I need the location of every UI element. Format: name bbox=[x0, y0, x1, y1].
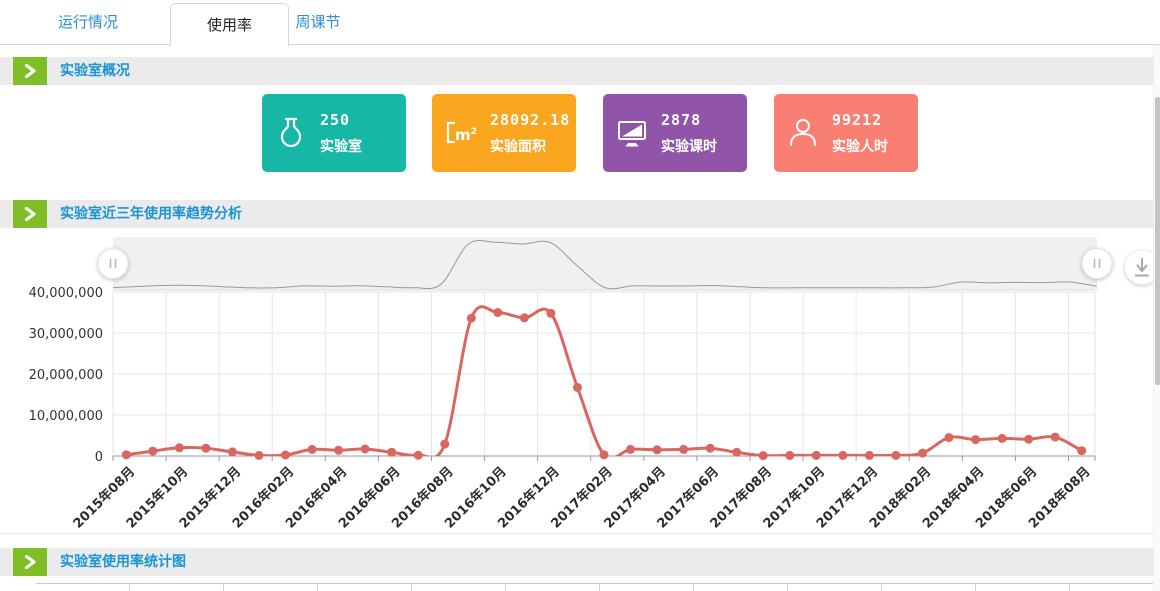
stat-value: 2878 bbox=[661, 110, 702, 129]
data-point-marker bbox=[413, 450, 423, 460]
monitor-icon bbox=[603, 113, 661, 153]
tab-week-periods[interactable]: 周课节 bbox=[295, 13, 341, 31]
data-point-marker bbox=[1050, 432, 1060, 442]
stat-value: 28092.18 bbox=[490, 110, 571, 129]
chart-divider bbox=[0, 533, 1155, 534]
usage-table-top-edge bbox=[36, 583, 1156, 591]
chevron-right-icon[interactable] bbox=[13, 57, 47, 85]
y-axis-label: 0 bbox=[95, 450, 103, 465]
data-point-marker bbox=[732, 447, 742, 457]
stat-card-person-hours: 99212 实验人时 bbox=[774, 94, 918, 172]
flask-icon bbox=[262, 113, 320, 153]
data-point-marker bbox=[174, 443, 184, 453]
data-point-marker bbox=[121, 450, 131, 460]
stat-label: 实验室 bbox=[320, 138, 362, 155]
tab-bar: 运行情况 使用率 周课节 bbox=[0, 0, 1160, 46]
navigator-track bbox=[113, 237, 1097, 290]
chevron-right-icon[interactable] bbox=[13, 548, 47, 576]
data-point-marker bbox=[466, 313, 476, 323]
trend-chart: 0 10,000,000 20,000,000 30,000,000 40,000,00… bbox=[0, 228, 1160, 540]
data-point-marker bbox=[705, 443, 715, 453]
data-point-marker bbox=[281, 450, 290, 460]
data-point-marker bbox=[1024, 434, 1034, 444]
data-point-marker bbox=[918, 448, 927, 458]
trend-chart-svg: 0 10,000,000 20,000,000 30,000,000 40,000,00… bbox=[29, 237, 1159, 532]
data-point-marker bbox=[626, 444, 635, 454]
y-axis-label: 20,000,000 bbox=[29, 368, 103, 383]
data-point-marker bbox=[201, 443, 211, 453]
data-point-marker bbox=[864, 450, 874, 460]
data-point-marker bbox=[148, 446, 158, 456]
y-axis-label: 30,000,000 bbox=[29, 327, 103, 342]
tab-usage-rate[interactable]: 使用率 bbox=[170, 3, 289, 46]
data-point-marker bbox=[573, 383, 582, 392]
data-point-marker bbox=[971, 435, 981, 445]
data-point-marker bbox=[599, 450, 609, 460]
data-point-marker bbox=[519, 313, 529, 323]
svg-text:m2: m2 bbox=[455, 126, 477, 144]
download-icon bbox=[1135, 258, 1149, 277]
data-point-marker bbox=[679, 444, 689, 454]
data-point-marker bbox=[387, 447, 397, 457]
stat-card-area: m2 28092.18 实验面积 bbox=[432, 94, 576, 172]
stat-label: 实验面积 bbox=[490, 138, 546, 155]
tab-operation-status[interactable]: 运行情况 bbox=[57, 13, 118, 31]
data-point-marker bbox=[811, 450, 821, 460]
stat-card-course-hours: 2878 实验课时 bbox=[603, 94, 747, 172]
stat-card-labs: 250 实验室 bbox=[262, 94, 406, 172]
section-header-stats: 实验室使用率统计图 bbox=[0, 548, 1155, 576]
scrollbar-thumb[interactable] bbox=[1155, 97, 1160, 385]
chevron-right-icon[interactable] bbox=[13, 200, 47, 228]
data-point-marker bbox=[838, 450, 848, 460]
section-title-stats: 实验室使用率统计图 bbox=[60, 554, 186, 570]
data-point-marker bbox=[307, 444, 317, 454]
download-button[interactable] bbox=[1125, 250, 1159, 285]
data-point-marker bbox=[652, 445, 662, 455]
data-point-marker bbox=[1077, 446, 1087, 456]
data-point-marker bbox=[758, 451, 768, 461]
stat-value: 250 bbox=[320, 110, 351, 129]
data-point-marker bbox=[546, 308, 556, 318]
navigator-handle-left[interactable] bbox=[97, 248, 129, 279]
y-axis-label: 40,000,000 bbox=[29, 286, 103, 301]
data-point-marker bbox=[785, 450, 795, 460]
section-title-trend: 实验室近三年使用率趋势分析 bbox=[60, 206, 242, 222]
section-header-overview: 实验室概况 bbox=[0, 57, 1155, 85]
stat-label: 实验课时 bbox=[661, 138, 717, 155]
navigator-series-line bbox=[113, 239, 1097, 290]
data-point-marker bbox=[254, 450, 264, 460]
data-point-marker bbox=[944, 433, 954, 443]
data-point-marker bbox=[493, 308, 503, 317]
usage-series-line bbox=[126, 305, 1083, 456]
data-point-marker bbox=[227, 447, 237, 457]
person-icon bbox=[774, 113, 832, 153]
section-title-overview: 实验室概况 bbox=[60, 63, 130, 79]
data-point-marker bbox=[334, 445, 344, 455]
navigator-handle-right[interactable] bbox=[1081, 248, 1113, 279]
data-point-marker bbox=[440, 439, 450, 449]
data-point-marker bbox=[997, 433, 1007, 443]
data-point-marker bbox=[360, 444, 370, 454]
stat-value: 99212 bbox=[832, 110, 883, 129]
data-point-marker bbox=[891, 450, 901, 460]
square-meter-icon: m2 bbox=[432, 113, 490, 153]
stat-label: 实验人时 bbox=[832, 138, 888, 155]
section-header-trend: 实验室近三年使用率趋势分析 bbox=[0, 200, 1155, 228]
y-axis-label: 10,000,000 bbox=[29, 409, 103, 424]
